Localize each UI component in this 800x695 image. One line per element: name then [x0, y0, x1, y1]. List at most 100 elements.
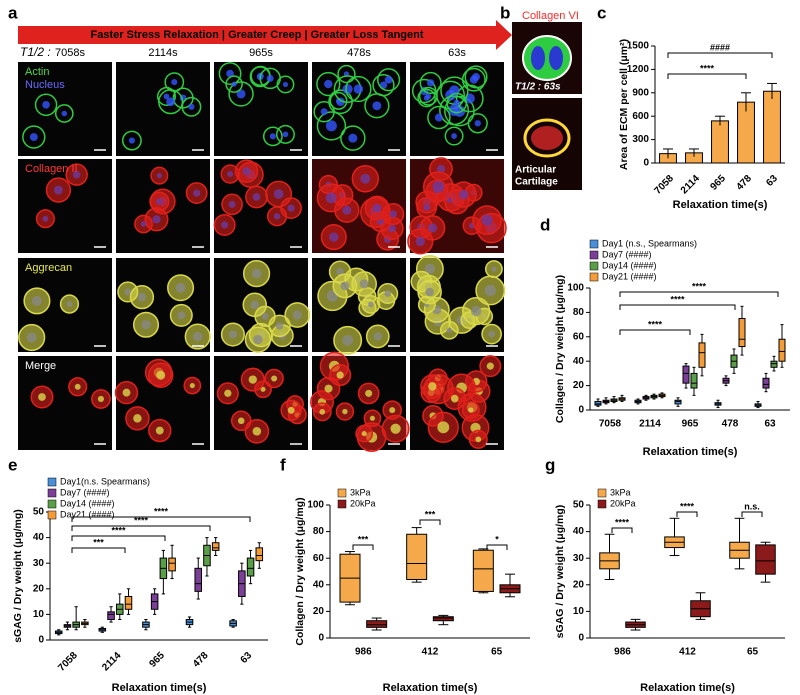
legend-swatch [597, 499, 607, 509]
box [762, 377, 770, 389]
nucleus [531, 46, 545, 70]
significance-label: * [495, 534, 499, 544]
cell [262, 126, 283, 147]
significance-bracket [667, 73, 747, 79]
nucleus [227, 171, 234, 178]
panel-letter: c [597, 3, 606, 22]
nucleus [271, 375, 278, 382]
time-label: 2114s [148, 47, 178, 59]
nucleus [348, 133, 358, 143]
banner-text: Faster Stress Relaxation | Greater Creep… [90, 29, 423, 41]
nucleus [224, 389, 232, 397]
micrograph [18, 159, 112, 253]
nucleus [260, 386, 266, 392]
y-tick-label: 20 [33, 583, 45, 594]
nucleus [275, 322, 284, 330]
nucleus [193, 331, 203, 342]
significance-bracket [619, 291, 779, 297]
nucleus [32, 295, 42, 306]
y-tick-label: 60 [313, 553, 325, 564]
stain-label: Merge [25, 360, 56, 372]
x-tick-label: 412 [679, 647, 696, 658]
nucleus [458, 189, 469, 200]
y-tick-label: 1200 [627, 64, 650, 75]
significance-bracket [419, 519, 441, 525]
nucleus [434, 113, 443, 122]
x-tick-label: 478 [734, 173, 754, 193]
legend-label: Day21 (####) [602, 271, 657, 281]
nucleus [423, 204, 431, 211]
x-tick-label: 965 [147, 650, 167, 670]
cell [54, 104, 74, 123]
x-tick-label: 7058 [56, 650, 80, 674]
nucleus [428, 223, 438, 233]
nucleus [373, 332, 382, 341]
nucleus [325, 192, 337, 204]
legend-label: Day7 (####) [602, 249, 652, 259]
box [594, 400, 602, 406]
y-axis-label: Area of ECM per cell (μm²) [618, 39, 630, 170]
box [682, 365, 690, 384]
significance-bracket [71, 535, 166, 541]
nucleus [388, 224, 396, 233]
legend-swatch [589, 239, 599, 249]
nucleus [141, 320, 151, 330]
x-tick-label: 2114 [679, 173, 702, 196]
box [472, 549, 494, 592]
nucleus [140, 221, 147, 227]
time-label: 965s [249, 47, 273, 59]
nucleus [486, 362, 494, 370]
legend-swatch [337, 488, 347, 498]
significance-label: **** [648, 319, 663, 329]
nucleus [372, 101, 382, 111]
nucleus [287, 204, 295, 212]
box [698, 342, 706, 368]
nucleus [491, 266, 497, 272]
nucleus [193, 189, 201, 197]
nucleus [189, 383, 195, 389]
nucleus [237, 417, 245, 425]
y-tick-label: 600 [632, 111, 649, 122]
nucleus [220, 221, 229, 229]
significance-label: **** [111, 525, 126, 535]
y-tick-label: 50 [33, 507, 45, 518]
cell [316, 71, 341, 97]
stain-label: Actin [25, 66, 49, 78]
y-tick-label: 40 [33, 532, 45, 543]
cell [364, 93, 390, 119]
cell [523, 118, 571, 158]
nucleus [128, 137, 135, 144]
nucleus [175, 282, 186, 293]
box [211, 542, 220, 551]
y-tick-label: 0 [643, 158, 649, 169]
nucleus [389, 407, 396, 414]
significance-bracket [352, 544, 374, 550]
nucleus [26, 332, 37, 343]
significance-label: *** [93, 537, 104, 547]
nucleus [325, 120, 337, 132]
box [255, 547, 264, 562]
nucleus [450, 394, 459, 403]
nucleus [133, 414, 142, 423]
nucleus [250, 300, 260, 310]
box [755, 544, 776, 575]
nucleus [359, 279, 369, 289]
legend-swatch [589, 272, 599, 282]
cell [218, 62, 242, 85]
nucleus [124, 288, 132, 296]
box [690, 372, 698, 389]
y-tick-label: 1500 [627, 41, 650, 52]
nucleus [171, 79, 178, 86]
box [107, 611, 115, 621]
nucleus [97, 395, 105, 403]
legend-label: 20kPa [610, 498, 636, 508]
nucleus [155, 426, 164, 435]
nucleus [324, 384, 333, 393]
nucleus [156, 370, 166, 380]
x-tick-label: 63 [764, 173, 780, 189]
significance-label: *** [358, 534, 369, 544]
nucleus [488, 330, 495, 338]
nucleus [74, 383, 81, 390]
t-half: T1/2 : 63s [515, 82, 561, 93]
nucleus [252, 426, 262, 436]
